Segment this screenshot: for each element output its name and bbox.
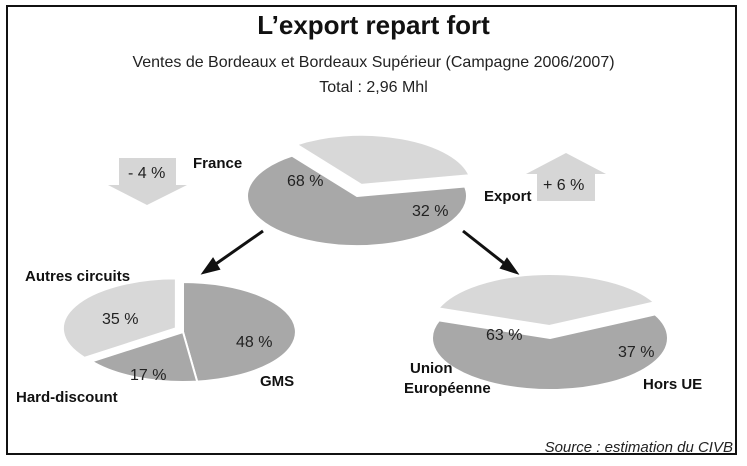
arrow-line-left	[209, 229, 264, 270]
france-trend: - 4 %	[128, 165, 165, 182]
arrow-head-right-icon	[499, 257, 520, 275]
slice-autres-circuits	[61, 277, 177, 359]
chart-total: Total : 2,96 Mhl	[319, 79, 428, 96]
chart-title: L’export repart fort	[257, 10, 490, 40]
label-france: France	[193, 155, 242, 172]
slice-hard-discount	[89, 330, 199, 383]
label-export: Export	[484, 188, 532, 205]
label-hors-ue: Hors UE	[643, 376, 702, 393]
label-autres-circuits: Autres circuits	[25, 268, 130, 285]
label-france-pct: 68 %	[287, 173, 323, 190]
label-ue-pct: 63 %	[486, 327, 522, 344]
label-autres-circuits-pct: 35 %	[102, 311, 138, 328]
label-hard-discount-pct: 17 %	[130, 367, 166, 384]
up-arrow-icon	[526, 153, 606, 201]
label-union: Union	[410, 360, 453, 377]
slice-gms	[182, 280, 297, 383]
slice-union-europeenne	[431, 313, 669, 392]
label-europeenne: Européenne	[404, 380, 491, 397]
label-hors-ue-pct: 37 %	[618, 344, 654, 361]
arrow-head-left-icon	[200, 257, 221, 275]
arrow-line-right	[462, 229, 511, 270]
label-hard-discount: Hard-discount	[16, 389, 118, 406]
slice-france	[246, 154, 468, 248]
down-arrow-icon	[108, 158, 187, 205]
label-export-pct: 32 %	[412, 203, 448, 220]
label-gms: GMS	[260, 373, 294, 390]
export-trend: + 6 %	[543, 177, 584, 194]
slice-hors-ue	[436, 273, 657, 328]
source-note: Source : estimation du CIVB	[544, 439, 733, 456]
slice-export	[294, 133, 471, 186]
label-gms-pct: 48 %	[236, 334, 272, 351]
chart-subtitle: Ventes de Bordeaux et Bordeaux Supérieur…	[132, 54, 615, 71]
